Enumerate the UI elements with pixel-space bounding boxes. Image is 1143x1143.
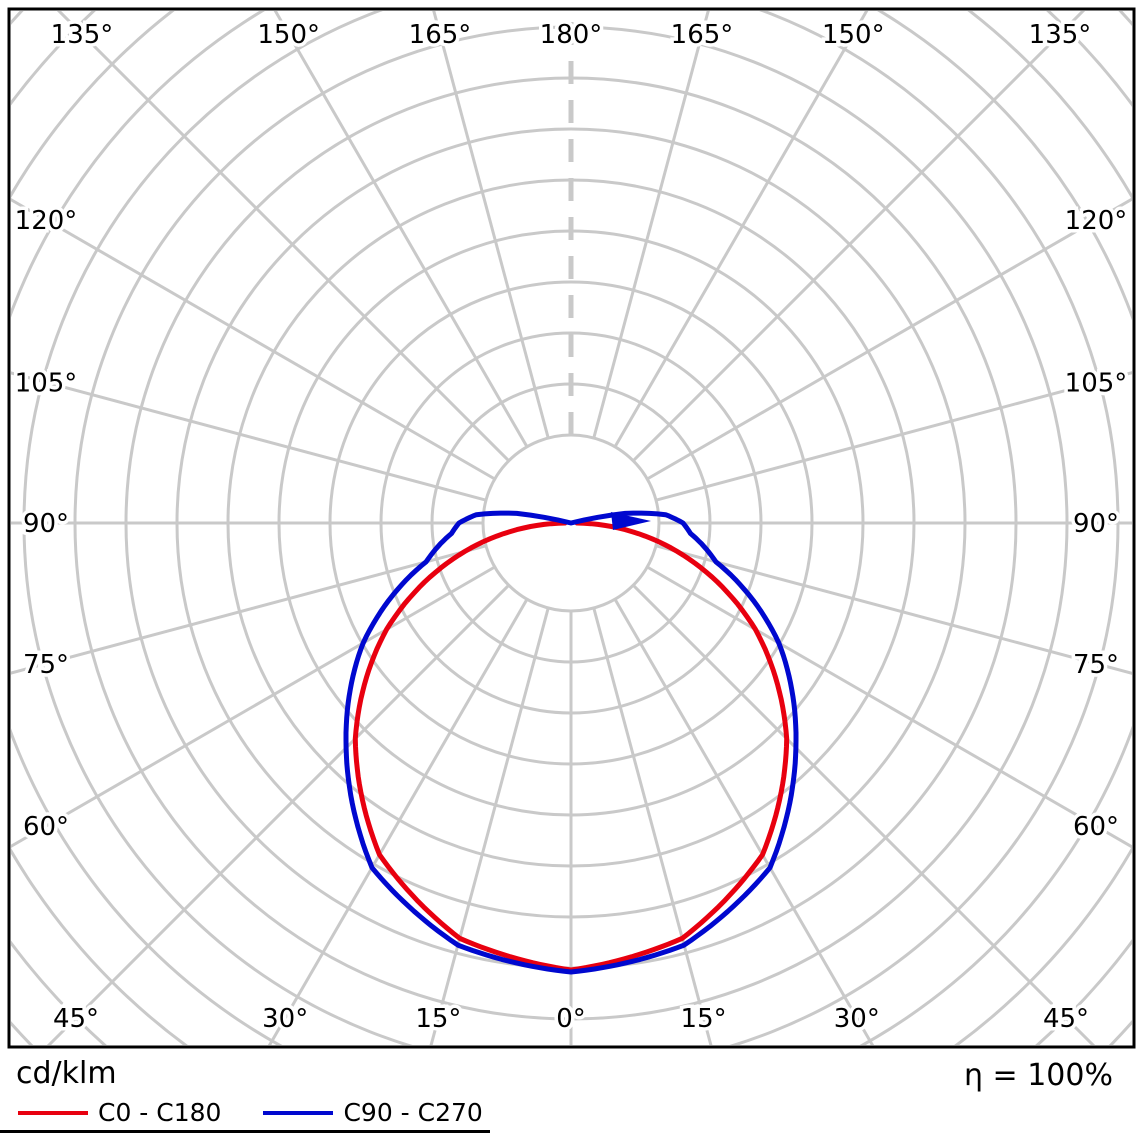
angle-label: 15° <box>415 1004 461 1034</box>
angle-label: 165° <box>671 20 734 50</box>
direction-arrow-icon <box>611 512 651 530</box>
angle-label: 120° <box>15 206 78 236</box>
angle-label: 90° <box>1073 509 1119 539</box>
angle-label: 60° <box>1073 812 1119 842</box>
angle-label: 180° <box>540 20 603 50</box>
legend-label-c0-c180: C0 - C180 <box>98 1098 222 1127</box>
angle-label: 135° <box>1029 20 1092 50</box>
angle-label: 150° <box>257 20 320 50</box>
legend-line-c90-c270 <box>263 1110 334 1115</box>
angle-label: 75° <box>23 650 69 680</box>
radial-unit-label: cd/klm <box>16 1056 117 1091</box>
angle-label: 0° <box>556 1004 586 1034</box>
efficiency-label: η = 100% <box>964 1058 1113 1093</box>
bottom-divider <box>0 1130 490 1133</box>
angle-label: 45° <box>53 1004 99 1034</box>
polar-chart: 0° 15° 15° 30° 30° 45° 45° 60° 60° 75° 75° 90° 90° 10… <box>7 7 1136 1049</box>
legend-item-c90-c270: C90 - C270 <box>263 1098 483 1127</box>
angle-label: 165° <box>409 20 472 50</box>
angle-label: 75° <box>1073 650 1119 680</box>
angle-label: 60° <box>23 812 69 842</box>
curve-c90-c270 <box>343 510 799 975</box>
angle-label: 30° <box>834 1004 880 1034</box>
angle-label: 30° <box>262 1004 308 1034</box>
angle-label: 150° <box>822 20 885 50</box>
angle-label: 105° <box>1065 368 1128 398</box>
angle-label: 135° <box>51 20 114 50</box>
angle-label: 90° <box>23 509 69 539</box>
angle-label: 15° <box>681 1004 727 1034</box>
legend-line-c0-c180 <box>18 1110 88 1115</box>
plot-border <box>7 7 1136 1049</box>
angle-label: 105° <box>15 368 78 398</box>
legend-label-c90-c270: C90 - C270 <box>343 1098 483 1127</box>
angle-label: 120° <box>1065 206 1128 236</box>
legend-item-c0-c180: C0 - C180 <box>18 1098 221 1127</box>
angle-label: 45° <box>1043 1004 1089 1034</box>
legend: C0 - C180 C90 - C270 <box>18 1098 525 1127</box>
